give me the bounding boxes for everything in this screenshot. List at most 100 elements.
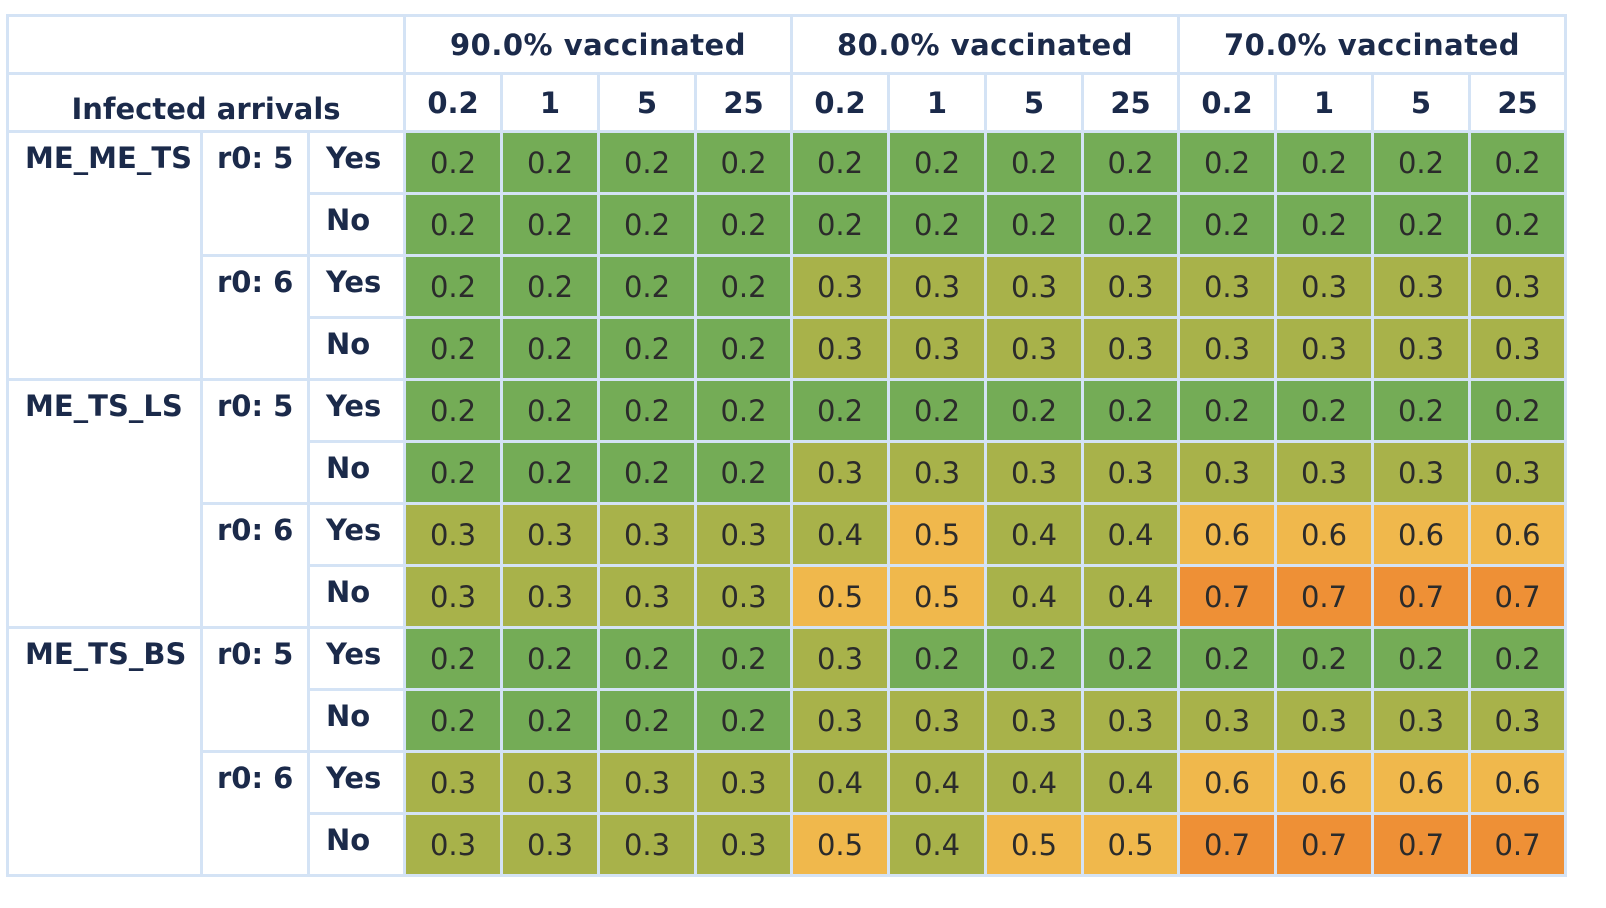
heatmap-cell: 0.2 (1371, 626, 1471, 691)
column-group-label: 70.0% vaccinated (1177, 14, 1567, 75)
heatmap-cell: 0.4 (887, 750, 987, 815)
heatmap-cell: 0.2 (984, 378, 1084, 443)
heatmap-cell: 0.2 (1274, 192, 1374, 257)
heatmap-cell: 0.3 (597, 750, 697, 815)
heatmap-cell: 0.3 (500, 564, 600, 629)
heatmap-cell: 0.2 (1468, 378, 1567, 443)
flag-label: Yes (307, 502, 406, 567)
heatmap-cell: 0.2 (1081, 378, 1180, 443)
heatmap-cell: 0.7 (1371, 812, 1471, 877)
heatmap-cell: 0.3 (403, 750, 503, 815)
heatmap-cell: 0.3 (790, 440, 890, 505)
heatmap-cell: 0.5 (887, 502, 987, 567)
heatmap-cell: 0.5 (887, 564, 987, 629)
heatmap-cell: 0.3 (1081, 254, 1180, 319)
table-row: No 0.2 0.2 0.2 0.2 0.3 0.3 0.3 0.3 0.3 0.3 0.3 0.3 (8, 316, 1567, 381)
heatmap-cell: 0.3 (1274, 688, 1374, 753)
heatmap-cell: 0.2 (403, 130, 503, 195)
table-row: ME_ME_TS r0: 5 Yes 0.2 0.2 0.2 0.2 0.2 0.2 0.2 0.2… (6, 130, 1567, 381)
heatmap-cell: 0.2 (403, 440, 503, 505)
heatmap-cell: 0.4 (1081, 502, 1180, 567)
heatmap-cell: 0.2 (694, 192, 793, 257)
column-sub-label: 25 (1468, 72, 1567, 133)
heatmap-cell: 0.2 (694, 130, 793, 195)
column-group-label: 80.0% vaccinated (790, 14, 1180, 75)
heatmap-cell: 0.2 (1081, 626, 1180, 691)
flag-label: Yes (307, 254, 406, 319)
table-body: ME_ME_TS r0: 5 Yes 0.2 0.2 0.2 0.2 0.2 0.2 0.2 0.2… (6, 130, 1567, 877)
r0-label: r0: 6 (200, 254, 310, 381)
heatmap-cell: 0.6 (1177, 750, 1277, 815)
heatmap-cell: 0.3 (1468, 688, 1567, 753)
heatmap-cell: 0.3 (403, 564, 503, 629)
heatmap-cell: 0.3 (1177, 316, 1277, 381)
heatmap-cell: 0.2 (1371, 378, 1471, 443)
heatmap-cell: 0.2 (597, 688, 697, 753)
column-sub-header-row: Infected arrivals 0.2 1 5 25 0.2 1 5 25 0.2 1 5 25 (6, 72, 1567, 133)
heatmap-cell: 0.3 (790, 688, 890, 753)
heatmap-cell: 0.3 (403, 812, 503, 877)
column-sub-label: 0.2 (1177, 72, 1277, 133)
heatmap-cell: 0.2 (597, 316, 697, 381)
heatmap-cell: 0.3 (1371, 254, 1471, 319)
column-sub-label: 5 (597, 72, 697, 133)
flag-label: Yes (307, 378, 406, 443)
heatmap-cell: 0.2 (597, 254, 697, 319)
heatmap-cell: 0.3 (500, 750, 600, 815)
heatmap-cell: 0.7 (1468, 564, 1567, 629)
heatmap-cell: 0.2 (500, 192, 600, 257)
heatmap-cell: 0.3 (1081, 688, 1180, 753)
heatmap-cell: 0.5 (790, 812, 890, 877)
heatmap-cell: 0.3 (887, 254, 987, 319)
column-sub-label: 1 (887, 72, 987, 133)
heatmap-cell: 0.2 (500, 626, 600, 691)
r0-label: r0: 5 (200, 626, 310, 753)
model-label: ME_TS_LS (6, 378, 203, 629)
heatmap-cell: 0.2 (1274, 626, 1374, 691)
heatmap-cell: 0.6 (1177, 502, 1277, 567)
heatmap-cell: 0.7 (1177, 812, 1277, 877)
column-sub-label: 5 (1371, 72, 1471, 133)
heatmap-cell: 0.2 (403, 254, 503, 319)
column-sub-label: 0.2 (403, 72, 503, 133)
r0-label: r0: 5 (200, 378, 310, 505)
table-row: No 0.3 0.3 0.3 0.3 0.5 0.4 0.5 0.5 0.7 0.7 0.7 0.7 (8, 812, 1567, 877)
heatmap-cell: 0.3 (984, 688, 1084, 753)
heatmap-cell: 0.2 (403, 378, 503, 443)
heatmap-cell: 0.2 (1371, 192, 1471, 257)
heatmap-cell: 0.5 (1081, 812, 1180, 877)
heatmap-cell: 0.3 (694, 812, 793, 877)
flag-label: No (307, 688, 406, 753)
heatmap-cell: 0.7 (1468, 812, 1567, 877)
corner-cell (6, 14, 406, 75)
heatmap-cell: 0.3 (403, 502, 503, 567)
r0-label: r0: 5 (200, 130, 310, 257)
heatmap-cell: 0.3 (500, 502, 600, 567)
flag-label: Yes (307, 750, 406, 815)
heatmap-cell: 0.7 (1274, 812, 1374, 877)
heatmap-cell: 0.2 (597, 192, 697, 257)
heatmap-cell: 0.3 (887, 688, 987, 753)
heatmap-cell: 0.6 (1468, 502, 1567, 567)
heatmap-cell: 0.2 (500, 316, 600, 381)
column-sub-label: 1 (500, 72, 600, 133)
column-sub-label: 0.2 (790, 72, 890, 133)
heatmap-cell: 0.2 (403, 626, 503, 691)
heatmap-cell: 0.6 (1468, 750, 1567, 815)
heatmap-cell: 0.2 (790, 130, 890, 195)
heatmap-cell: 0.2 (887, 378, 987, 443)
heatmap-cell: 0.3 (984, 254, 1084, 319)
heatmap-cell: 0.2 (790, 192, 890, 257)
heatmap-cell: 0.2 (1468, 130, 1567, 195)
heatmap-cell: 0.3 (500, 812, 600, 877)
model-label: ME_ME_TS (6, 130, 203, 381)
heatmap-cell: 0.2 (1177, 192, 1277, 257)
heatmap-cell: 0.3 (1081, 316, 1180, 381)
heatmap-cell: 0.2 (694, 378, 793, 443)
heatmap-cell: 0.2 (694, 626, 793, 691)
heatmap-cell: 0.2 (403, 192, 503, 257)
flag-label: No (307, 440, 406, 505)
heatmap-cell: 0.3 (790, 316, 890, 381)
heatmap-cell: 0.4 (984, 502, 1084, 567)
r0-label: r0: 6 (200, 750, 310, 877)
